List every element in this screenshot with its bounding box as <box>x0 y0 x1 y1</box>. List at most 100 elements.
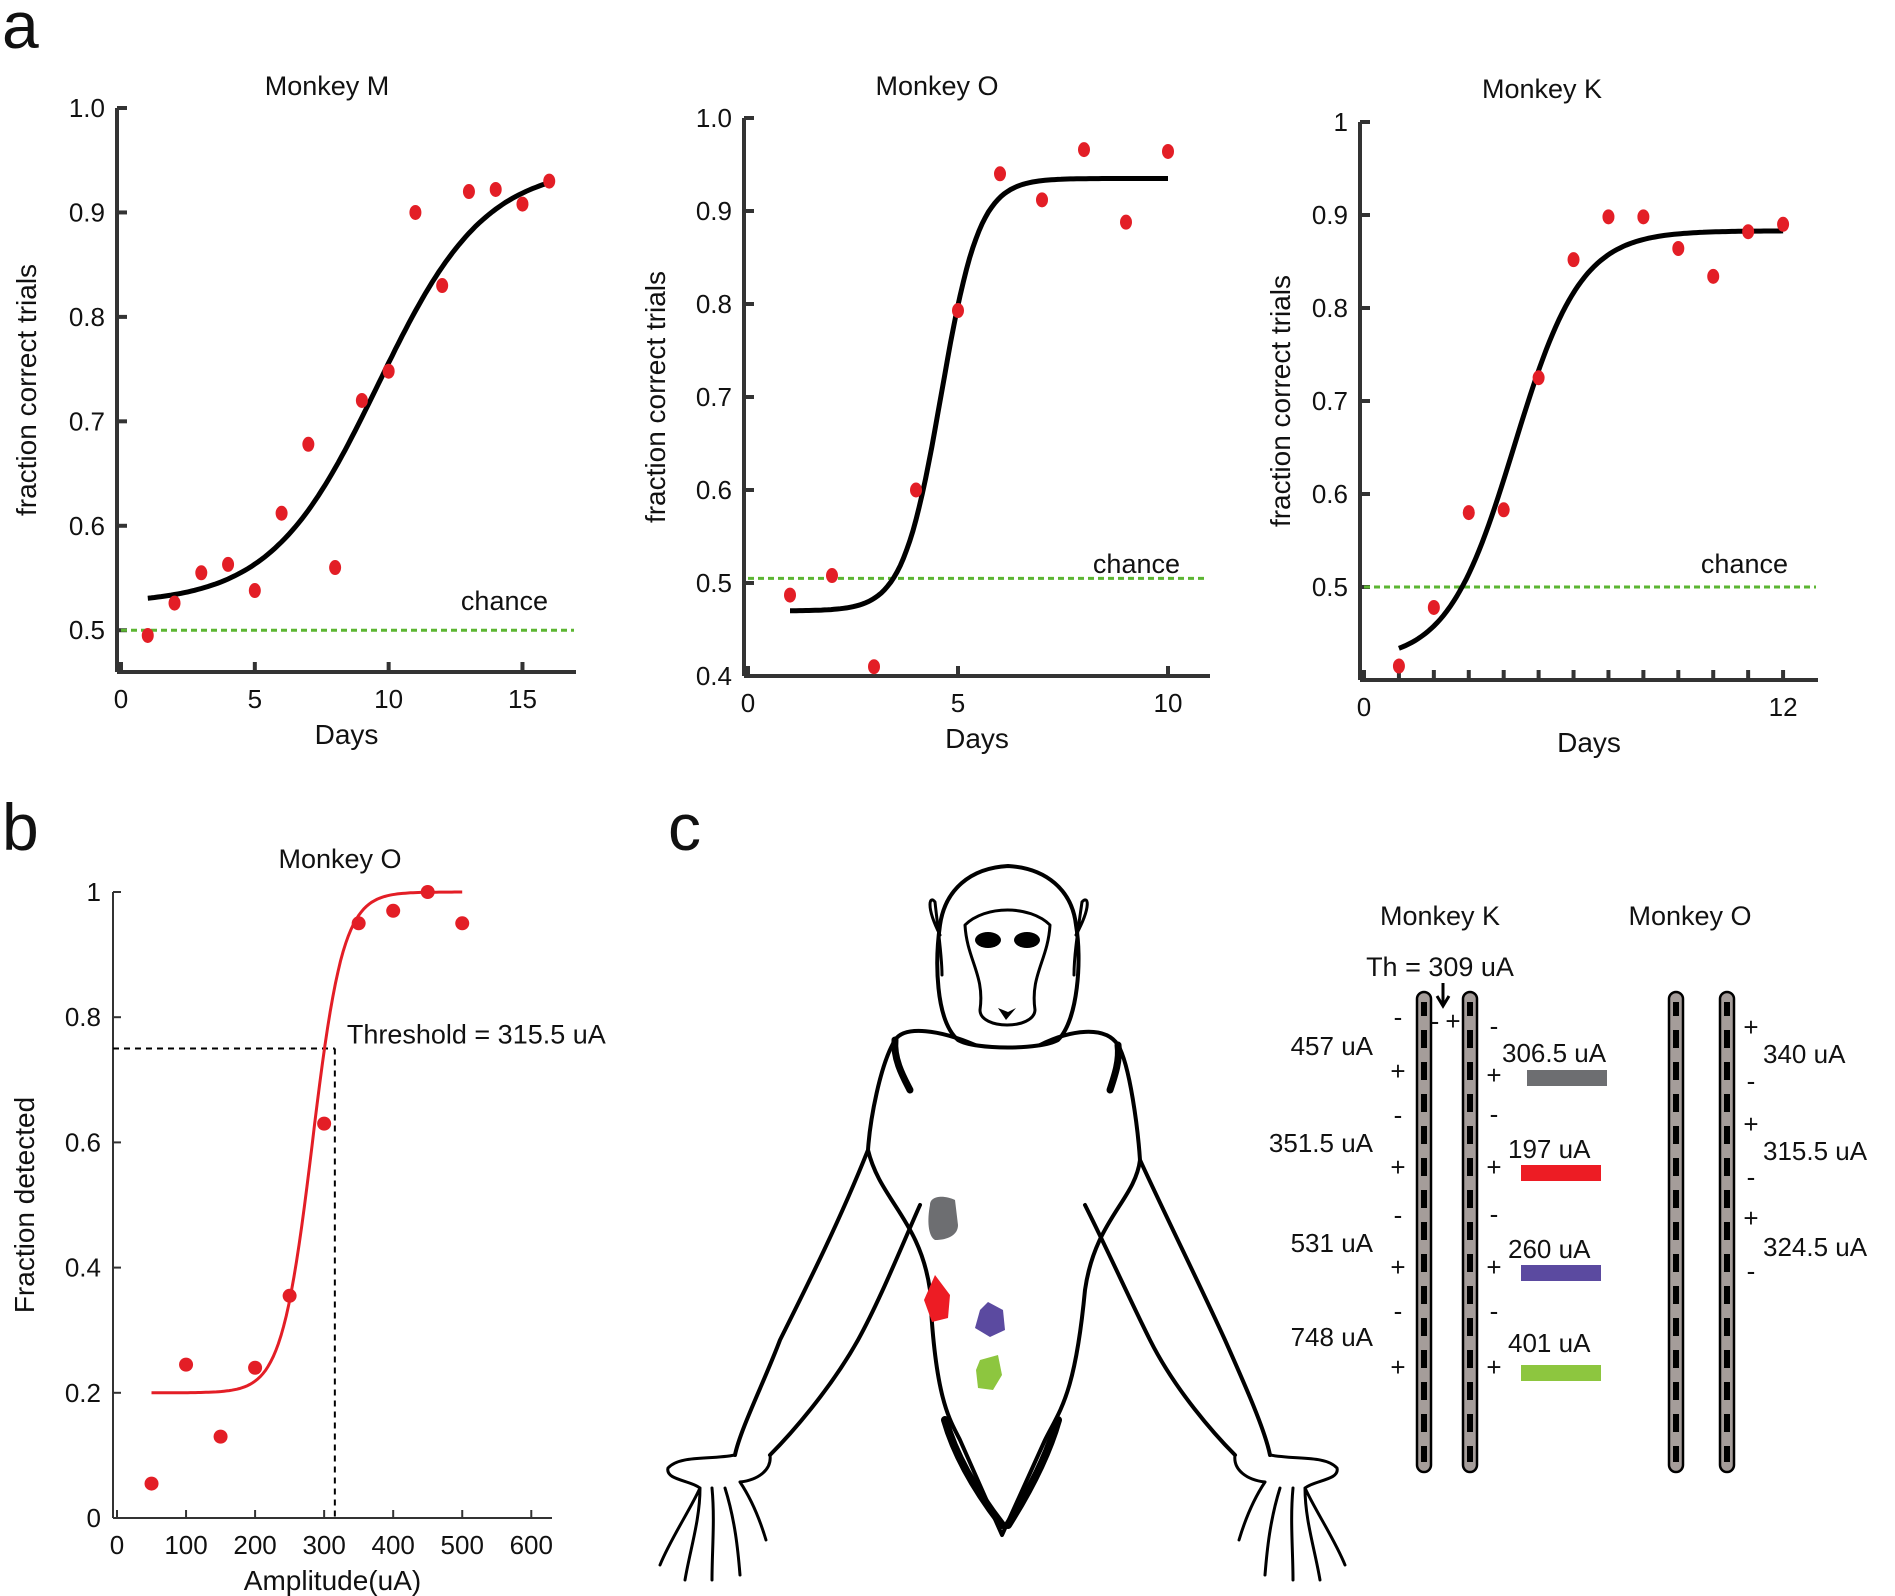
electrode-contact <box>1421 1336 1427 1350</box>
k-left-amplitude: 351.5 uA <box>1269 1128 1374 1158</box>
x-tick-label: 600 <box>510 1530 553 1560</box>
y-tick-label: 1.0 <box>696 103 732 133</box>
electrode-contact <box>1421 1208 1427 1222</box>
minus-sign: - <box>1747 1256 1756 1286</box>
chart-title: Monkey O <box>278 844 401 874</box>
plus-sign: + <box>1486 1152 1501 1182</box>
electrode-diagram: Monkey K Monkey O Th = 309 uA -+-+-+-+-+… <box>1269 901 1868 1474</box>
electrode-contact <box>1673 1400 1679 1414</box>
k-right-amplitude: 306.5 uA <box>1502 1038 1607 1068</box>
electrode-contact <box>1724 1304 1730 1318</box>
electrode-contact <box>1467 1016 1473 1030</box>
x-tick-label: 100 <box>164 1530 207 1560</box>
threshold-label: Th = 309 uA <box>1366 952 1514 982</box>
monkey-o-title: Monkey O <box>1628 901 1751 931</box>
data-point <box>355 392 368 408</box>
electrode-contact <box>1467 1144 1473 1158</box>
plus-sign: + <box>1486 1060 1501 1090</box>
electrode-contact <box>1673 1016 1679 1030</box>
data-point <box>141 627 154 643</box>
electrode-contact <box>1421 1080 1427 1094</box>
electrode-contact <box>1467 1112 1473 1126</box>
electrode-contact <box>1673 1432 1679 1446</box>
minus-sign: - <box>1490 1099 1499 1129</box>
panel-letter-c: c <box>668 790 701 864</box>
monkey-head <box>935 864 1081 1050</box>
electrode-contact <box>1724 1176 1730 1190</box>
chart-monkey-o-psychometric: Monkey O 0 0.2 0.4 0.6 0.8 1 0 100 200 300 400 500 60… <box>9 844 606 1596</box>
y-axis-label: fraction correct trials <box>640 271 671 523</box>
electrode-contact <box>1724 1336 1730 1350</box>
minus-sign: - <box>1490 1199 1499 1229</box>
plus-sign: + <box>1390 1152 1405 1182</box>
monkey-torso <box>866 1028 1142 1537</box>
monkey-shoulder-right <box>1106 1041 1122 1094</box>
data-point <box>826 568 838 584</box>
electrode-contact <box>1467 1400 1473 1414</box>
electrode-contact <box>1724 1144 1730 1158</box>
electrode-contact <box>1467 1304 1473 1318</box>
y-tick-label: 0.7 <box>1312 386 1348 416</box>
x-tick-label: 12 <box>1769 692 1798 722</box>
plus-sign: + <box>1390 1056 1405 1086</box>
monkey-ear-left <box>928 898 944 977</box>
monkey-hip-right <box>1004 1416 1062 1529</box>
y-tick-label: 0.8 <box>696 289 732 319</box>
y-tick-label: 0.6 <box>69 511 105 541</box>
y-tick-label: 0.4 <box>696 661 732 691</box>
y-tick-label: 1 <box>87 877 101 907</box>
data-point <box>455 916 470 931</box>
x-tick-label: 400 <box>371 1530 414 1560</box>
monkey-nose <box>998 1008 1016 1020</box>
y-tick-label: 0.5 <box>696 568 732 598</box>
data-point <box>1462 505 1475 521</box>
o-amplitude: 315.5 uA <box>1763 1136 1868 1166</box>
data-point <box>275 505 288 521</box>
y-tick-label: 0.6 <box>696 475 732 505</box>
electrode-contact <box>1724 1080 1730 1094</box>
data-point <box>144 1476 159 1491</box>
o-amplitude: 340 uA <box>1763 1039 1846 1069</box>
data-point <box>910 482 922 498</box>
chart-title: Monkey O <box>875 71 998 101</box>
electrode-contact <box>1421 1240 1427 1254</box>
stim-site-red <box>924 1275 950 1322</box>
plus-sign: + <box>1445 1006 1460 1036</box>
x-tick-label: 15 <box>508 684 537 714</box>
electrode-core <box>1467 1002 1473 1462</box>
electrode-contact <box>1673 1304 1679 1318</box>
data-point <box>420 885 435 899</box>
data-point <box>409 204 422 220</box>
y-tick-label: 0.9 <box>696 196 732 226</box>
y-tick-label: 0.8 <box>1312 293 1348 323</box>
k-right-amplitude: 197 uA <box>1508 1134 1591 1164</box>
x-tick-label: 10 <box>374 684 403 714</box>
x-tick-label: 10 <box>1154 688 1183 718</box>
y-tick-label: 1 <box>1334 107 1348 137</box>
minus-sign: - <box>1747 1162 1756 1192</box>
electrode-contact <box>1724 1432 1730 1446</box>
electrode-contact <box>1421 1368 1427 1382</box>
data-point <box>1162 143 1174 159</box>
y-tick-label: 0 <box>87 1503 101 1533</box>
y-tick-label: 0.5 <box>1312 572 1348 602</box>
y-axis-label: fraction correct trials <box>1265 275 1296 527</box>
panel-letter-a: a <box>2 0 39 62</box>
monkey-ear-right <box>1072 898 1089 977</box>
electrode-contact <box>1421 1272 1427 1286</box>
monkey-arm-right <box>1138 1158 1272 1457</box>
x-tick-label: 200 <box>233 1530 276 1560</box>
electrode-contact <box>1673 1176 1679 1190</box>
x-axis-label: Days <box>315 719 379 750</box>
plus-sign: + <box>1486 1252 1501 1282</box>
electrode-contact <box>1467 1080 1473 1094</box>
y-tick-label: 0.9 <box>1312 200 1348 230</box>
electrode-contact <box>1421 1016 1427 1030</box>
electrode-contact <box>1673 1080 1679 1094</box>
y-tick-label: 0.7 <box>69 406 105 436</box>
electrode-core <box>1421 1002 1427 1462</box>
monkey-illustration <box>658 864 1347 1582</box>
legend-swatch-purple <box>1521 1265 1601 1281</box>
data-point <box>248 583 261 599</box>
